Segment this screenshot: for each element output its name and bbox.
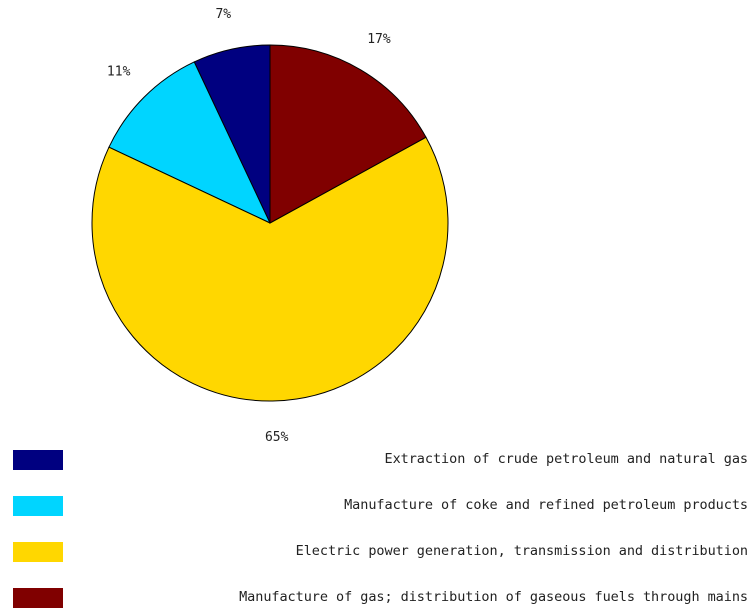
pie-slice-gas bbox=[269, 44, 427, 224]
legend-item-gas: Manufacture of gas; distribution of gase… bbox=[0, 586, 750, 610]
legend-swatch-gas bbox=[13, 588, 63, 608]
legend-label-gas: Manufacture of gas; distribution of gase… bbox=[239, 589, 748, 605]
legend-swatch-extraction bbox=[13, 450, 63, 470]
legend-label-coke: Manufacture of coke and refined petroleu… bbox=[344, 497, 748, 513]
legend-label-extraction: Extraction of crude petroleum and natura… bbox=[384, 451, 749, 467]
pie-slice-coke bbox=[108, 61, 272, 225]
pie-label-electric: 65% bbox=[265, 430, 289, 445]
pie-label-gas: 17% bbox=[367, 32, 391, 47]
legend-swatch-electric bbox=[13, 542, 63, 562]
pie-slice-electric bbox=[91, 136, 449, 402]
legend-item-electric: Electric power generation, transmission … bbox=[0, 540, 750, 564]
legend-label-electric: Electric power generation, transmission … bbox=[295, 543, 748, 559]
legend-swatch-coke bbox=[13, 496, 63, 516]
pie-label-extraction: 7% bbox=[215, 7, 231, 22]
legend-item-coke: Manufacture of coke and refined petroleu… bbox=[0, 494, 750, 518]
pie-label-coke: 11% bbox=[107, 65, 131, 80]
legend-item-extraction: Extraction of crude petroleum and natura… bbox=[0, 448, 750, 472]
